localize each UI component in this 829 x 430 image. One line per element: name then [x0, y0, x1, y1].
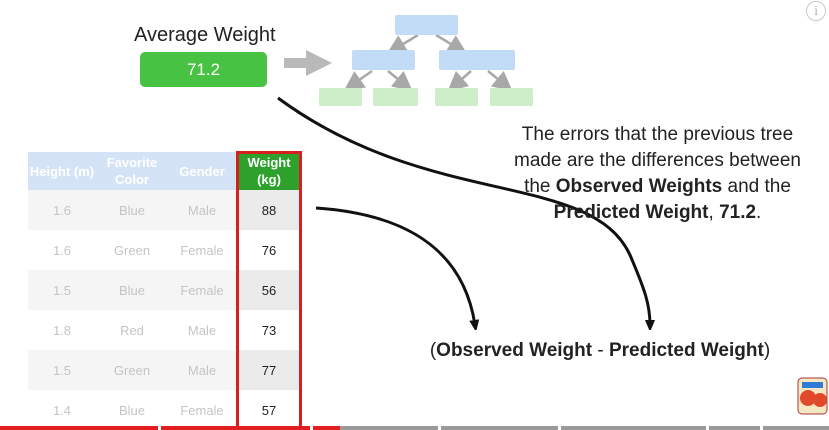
chapter-marker — [158, 426, 161, 430]
cell-color: Blue — [96, 190, 168, 230]
cell-height: 1.5 — [28, 350, 96, 390]
cell-gender: Male — [168, 190, 236, 230]
residual-formula: (Observed Weight - Predicted Weight) — [400, 340, 800, 362]
header-favorite-color: Favorite Color — [96, 152, 168, 190]
formula-observed: Observed Weight — [436, 340, 593, 361]
cell-weight: 57 — [236, 390, 302, 430]
gray-arrow-to-tree — [284, 50, 332, 76]
average-weight-box: 71.2 — [140, 52, 267, 87]
arrow-weights-to-observed — [315, 206, 475, 325]
explanation-line-2: made are the differences between — [514, 150, 801, 171]
chapter-marker — [310, 426, 313, 430]
channel-logo-icon[interactable] — [796, 376, 829, 416]
cell-height: 1.6 — [28, 230, 96, 270]
explanation-text-part: , — [708, 202, 720, 223]
tree-right-node — [439, 50, 515, 70]
tree-leaf-4 — [490, 88, 533, 106]
cell-gender: Female — [168, 270, 236, 310]
weight-column-highlight — [236, 151, 302, 430]
average-weight-title: Average Weight — [134, 24, 276, 46]
table-row: 1.6 Green Female 76 — [28, 230, 302, 270]
cell-color: Red — [96, 310, 168, 350]
table-row: 1.4 Blue Female 57 — [28, 390, 302, 430]
cell-gender: Male — [168, 350, 236, 390]
tree-leaf-1 — [319, 88, 362, 106]
explanation-text: The errors that the previous tree made a… — [490, 122, 825, 226]
header-gender: Gender — [168, 152, 236, 190]
training-data-table: Height (m) Favorite Color Gender Weight … — [28, 152, 302, 430]
tree-connectors — [343, 33, 513, 92]
tree-left-node — [352, 50, 415, 70]
chapter-marker — [558, 426, 561, 430]
cell-color: Blue — [96, 270, 168, 310]
header-height: Height (m) — [28, 152, 96, 190]
cell-gender: Female — [168, 230, 236, 270]
table-row: 1.6 Blue Male 88 — [28, 190, 302, 230]
video-progress-track[interactable] — [0, 426, 829, 430]
cell-weight: 88 — [236, 190, 302, 230]
explanation-text-part: . — [756, 202, 762, 223]
chapter-marker — [438, 426, 441, 430]
formula-minus: - — [592, 340, 609, 361]
explanation-line-1: The errors that the previous tree — [521, 124, 794, 145]
table-row: 1.5 Green Male 77 — [28, 350, 302, 390]
table-header-row: Height (m) Favorite Color Gender Weight … — [28, 152, 302, 190]
predicted-value-emphasis: 71.2 — [719, 202, 757, 223]
observed-weights-emphasis: Observed Weights — [555, 176, 723, 197]
cell-color: Blue — [96, 390, 168, 430]
predicted-weight-emphasis: Predicted Weight — [553, 202, 709, 223]
cell-weight: 56 — [236, 270, 302, 310]
cell-height: 1.5 — [28, 270, 96, 310]
tree-root-node — [395, 15, 458, 35]
cell-height: 1.6 — [28, 190, 96, 230]
cell-weight: 76 — [236, 230, 302, 270]
cell-color: Green — [96, 350, 168, 390]
cell-height: 1.8 — [28, 310, 96, 350]
formula-paren-close: ) — [763, 340, 771, 361]
chapter-marker — [706, 426, 709, 430]
cell-weight: 77 — [236, 350, 302, 390]
formula-paren-open: ( — [429, 340, 437, 361]
video-progress-played[interactable] — [0, 426, 340, 430]
header-weight: Weight (kg) — [236, 152, 302, 190]
info-icon[interactable]: i — [806, 1, 826, 21]
arrow-average-to-predicted — [277, 96, 650, 325]
cell-gender: Female — [168, 390, 236, 430]
tree-leaf-3 — [435, 88, 478, 106]
explanation-line-4: Predicted Weight, 71.2. — [490, 200, 825, 226]
cell-gender: Male — [168, 310, 236, 350]
cell-height: 1.4 — [28, 390, 96, 430]
cell-color: Green — [96, 230, 168, 270]
table-row: 1.8 Red Male 73 — [28, 310, 302, 350]
cell-weight: 73 — [236, 310, 302, 350]
formula-predicted: Predicted Weight — [608, 340, 764, 361]
chapter-marker — [760, 426, 763, 430]
tree-leaf-2 — [373, 88, 418, 106]
explanation-text-part: and the — [722, 176, 791, 197]
explanation-text-part: the — [524, 176, 556, 197]
explanation-line-3: the Observed Weights and the — [490, 174, 825, 200]
table-row: 1.5 Blue Female 56 — [28, 270, 302, 310]
